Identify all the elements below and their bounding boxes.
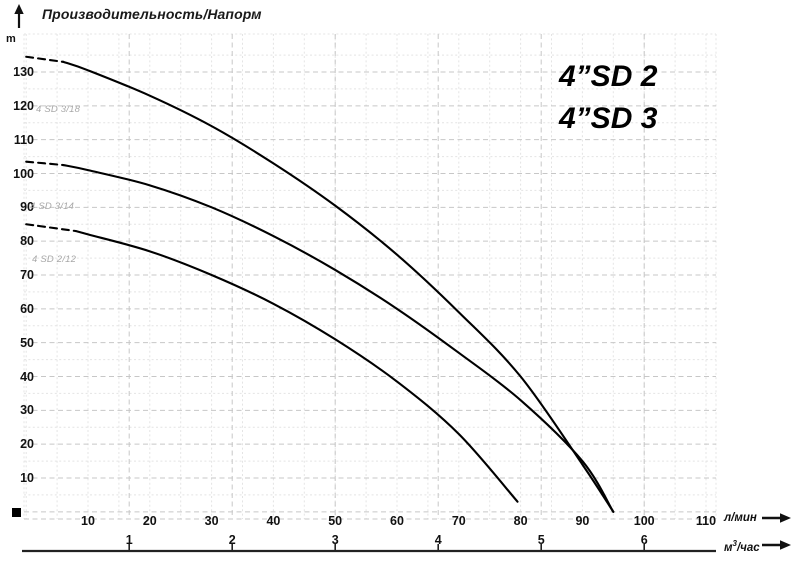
x-tick-label: 60	[390, 514, 404, 528]
x-secondary-tick-label: 4	[434, 533, 442, 547]
y-tick-label: 80	[20, 234, 34, 249]
x-tick-label: 80	[513, 514, 528, 528]
x-secondary-axis-caption-text: м3/час	[724, 539, 760, 554]
x-tick-label: 100	[633, 514, 655, 528]
curve-label: 4 SD 3/18	[36, 104, 81, 115]
x-tick-label: 70	[451, 514, 466, 528]
grid-major	[24, 34, 716, 520]
y-tick-label: 40	[20, 369, 34, 384]
x-secondary-tick-label: 1	[125, 533, 133, 547]
x-secondary-tick-label: 3	[331, 533, 339, 547]
y-tick-label: 20	[20, 437, 34, 452]
x-tick-label: 10	[81, 514, 95, 528]
y-axis-unit-label: m	[6, 33, 16, 45]
curve-dashed-segment-0	[25, 55, 65, 63]
origin-marker	[12, 508, 21, 517]
curve-label: 4 SD 2/12	[32, 254, 77, 265]
y-tick-label: 120	[13, 98, 34, 113]
x-tick-label: 50	[328, 514, 343, 528]
curve-2	[62, 163, 615, 513]
curve-group	[25, 55, 615, 513]
x-tick-label: 90	[575, 514, 590, 528]
x-tick-label: 110	[695, 514, 717, 528]
model-line-1: 4”SD 2	[559, 60, 658, 93]
y-tick-label: 50	[20, 335, 34, 350]
y-tick-label: 10	[20, 471, 34, 485]
y-tick-label: 110	[13, 132, 34, 147]
page-title: Производительность/Напорм	[42, 6, 262, 22]
y-tick-label: 90	[20, 200, 34, 215]
x-tick-label: 30	[204, 514, 219, 528]
x-primary-axis-caption: л/мин	[724, 512, 757, 524]
arrow-right-icon	[762, 540, 791, 550]
secondary-axis-line	[22, 544, 716, 553]
y-tick-label: 60	[20, 301, 34, 316]
model-badge: 4”SD 2 4”SD 3	[553, 58, 716, 150]
curve-dashed-segment-2	[25, 223, 77, 233]
x-tick-label: 40	[266, 514, 281, 528]
curve-3	[74, 229, 519, 503]
x-tick-label: 20	[142, 514, 157, 528]
arrow-up-icon	[14, 4, 24, 28]
y-tick-label: 130	[13, 65, 34, 79]
y-tick-label: 100	[13, 166, 34, 181]
x-secondary-tick-label: 2	[228, 533, 236, 547]
y-tick-label: 30	[20, 403, 34, 418]
x-secondary-tick-label: 5	[537, 533, 545, 547]
curve-label: 4 SD 3/14	[30, 201, 75, 212]
x-secondary-axis-caption: м3/час	[724, 539, 760, 554]
model-line-2: 4”SD 3	[559, 102, 658, 135]
curve-dashed-segment-1	[25, 160, 65, 167]
x-secondary-tick-label: 6	[640, 533, 648, 547]
arrow-right-icon	[762, 513, 791, 523]
curve-1	[62, 60, 615, 513]
y-tick-label: 70	[20, 268, 34, 282]
